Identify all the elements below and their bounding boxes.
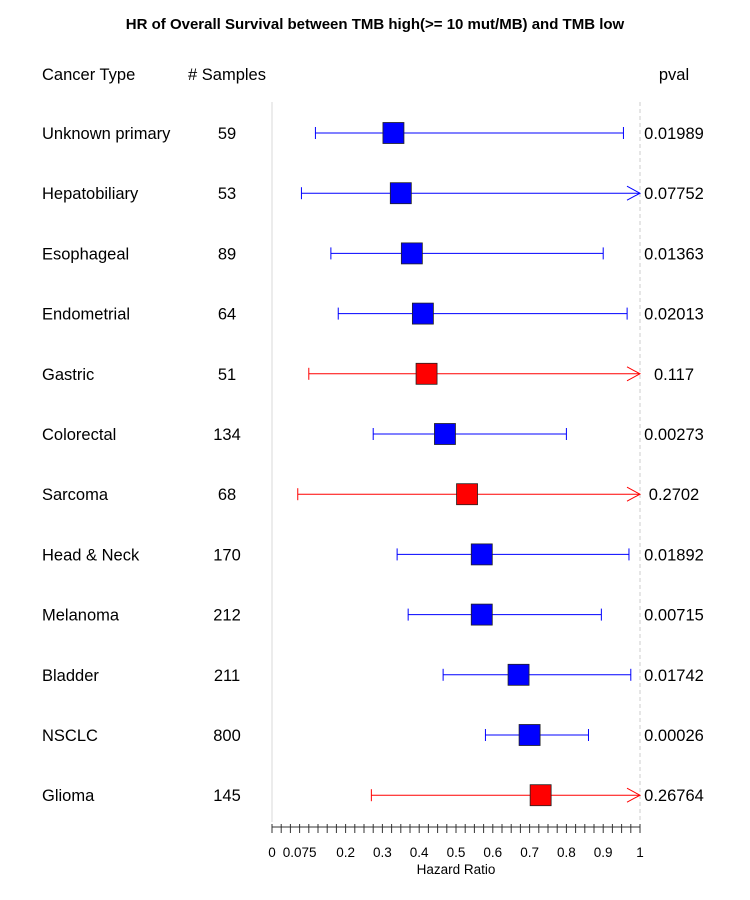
samples-label: 51 bbox=[218, 366, 236, 384]
hazard-ratio-point bbox=[529, 784, 552, 807]
hazard-ratio-point bbox=[507, 663, 530, 686]
hazard-ratio-point bbox=[456, 483, 478, 506]
hazard-ratio-point bbox=[518, 724, 541, 746]
cancer-type-label: NSCLC bbox=[42, 727, 98, 745]
ci-upper-arrow bbox=[626, 486, 642, 502]
samples-label: 59 bbox=[218, 125, 236, 143]
chart-title: HR of Overall Survival between TMB high(… bbox=[126, 16, 625, 33]
samples-label: 64 bbox=[218, 306, 236, 324]
ci-upper-arrow bbox=[626, 185, 642, 201]
forest-row: Glioma 145 0.26764 bbox=[42, 784, 704, 807]
pval-label: 0.26764 bbox=[644, 787, 704, 805]
cancer-type-label: Esophageal bbox=[42, 245, 129, 263]
pval-label: 0.117 bbox=[654, 366, 694, 384]
pval-label: 0.00026 bbox=[644, 727, 704, 745]
samples-label: 170 bbox=[213, 546, 241, 564]
samples-label: 800 bbox=[213, 727, 241, 745]
header-cancer-type: Cancer Type bbox=[42, 66, 135, 84]
forest-row: Bladder 211 0.01742 bbox=[42, 663, 704, 686]
pval-label: 0.01989 bbox=[644, 125, 704, 143]
forest-row: Gastric 51 0.117 bbox=[42, 362, 694, 385]
cancer-type-label: Unknown primary bbox=[42, 125, 171, 143]
x-tick-label: 0.5 bbox=[447, 845, 466, 860]
cancer-type-label: Sarcoma bbox=[42, 486, 109, 504]
forest-row: Sarcoma 68 0.2702 bbox=[42, 483, 699, 506]
cancer-type-label: Melanoma bbox=[42, 607, 120, 625]
pval-label: 0.07752 bbox=[644, 185, 704, 203]
x-axis-label: Hazard Ratio bbox=[417, 862, 496, 877]
pval-label: 0.00273 bbox=[644, 426, 704, 444]
forest-row: Hepatobiliary 53 0.07752 bbox=[42, 182, 704, 205]
cancer-type-label: Gastric bbox=[42, 366, 94, 384]
samples-label: 53 bbox=[218, 185, 236, 203]
hazard-ratio-point bbox=[382, 122, 405, 144]
hazard-ratio-point bbox=[434, 423, 456, 445]
samples-label: 68 bbox=[218, 486, 236, 504]
cancer-type-label: Endometrial bbox=[42, 306, 130, 324]
pval-label: 0.01363 bbox=[644, 245, 704, 263]
pval-label: 0.02013 bbox=[644, 306, 704, 324]
pval-label: 0.00715 bbox=[644, 607, 704, 625]
x-tick-label: 0.9 bbox=[594, 845, 613, 860]
hazard-ratio-point bbox=[415, 362, 438, 385]
samples-label: 134 bbox=[213, 426, 241, 444]
forest-row: Endometrial 64 0.02013 bbox=[42, 302, 704, 325]
x-tick-label: 0 bbox=[268, 845, 276, 860]
hazard-ratio-point bbox=[389, 182, 412, 205]
cancer-type-label: Head & Neck bbox=[42, 546, 140, 564]
hazard-ratio-point bbox=[411, 302, 434, 325]
ci-upper-arrow bbox=[626, 366, 642, 382]
forest-row: Unknown primary 59 0.01989 bbox=[42, 122, 704, 144]
forest-row: NSCLC 800 0.00026 bbox=[42, 724, 704, 746]
cancer-type-label: Bladder bbox=[42, 667, 99, 685]
forest-row: Head & Neck 170 0.01892 bbox=[42, 543, 704, 566]
pval-label: 0.01742 bbox=[644, 667, 704, 685]
samples-label: 89 bbox=[218, 245, 236, 263]
samples-label: 145 bbox=[213, 787, 241, 805]
x-tick-label: 1 bbox=[636, 845, 644, 860]
cancer-type-label: Glioma bbox=[42, 787, 95, 805]
samples-label: 211 bbox=[214, 667, 240, 685]
header-pval: pval bbox=[659, 66, 689, 84]
hazard-ratio-point bbox=[470, 543, 493, 566]
forest-row: Esophageal 89 0.01363 bbox=[42, 242, 704, 265]
x-tick-label: 0.8 bbox=[557, 845, 576, 860]
x-tick-label: 0.3 bbox=[373, 845, 392, 860]
forest-rows: Unknown primary 59 0.01989 Hepatobiliary 53 0… bbox=[42, 122, 704, 807]
cancer-type-label: Colorectal bbox=[42, 426, 116, 444]
forest-row: Colorectal 134 0.00273 bbox=[42, 423, 704, 445]
pval-label: 0.2702 bbox=[649, 486, 699, 504]
x-tick-label: 0.075 bbox=[283, 845, 317, 860]
x-tick-label: 0.4 bbox=[410, 845, 429, 860]
x-tick-label: 0.7 bbox=[520, 845, 539, 860]
x-tick-label: 0.6 bbox=[483, 845, 502, 860]
hazard-ratio-point bbox=[400, 242, 423, 265]
samples-label: 212 bbox=[213, 607, 241, 625]
hazard-ratio-point bbox=[470, 603, 493, 626]
header-samples: # Samples bbox=[188, 66, 266, 84]
cancer-type-label: Hepatobiliary bbox=[42, 185, 139, 203]
pval-label: 0.01892 bbox=[644, 546, 704, 564]
ci-upper-arrow bbox=[626, 787, 642, 803]
forest-row: Melanoma 212 0.00715 bbox=[42, 603, 704, 626]
x-axis: 0 0.075 0.2 0.3 0.4 0.5 0.6 0.7 0.8 0.9 1 bbox=[268, 824, 644, 860]
x-tick-label: 0.2 bbox=[336, 845, 355, 860]
